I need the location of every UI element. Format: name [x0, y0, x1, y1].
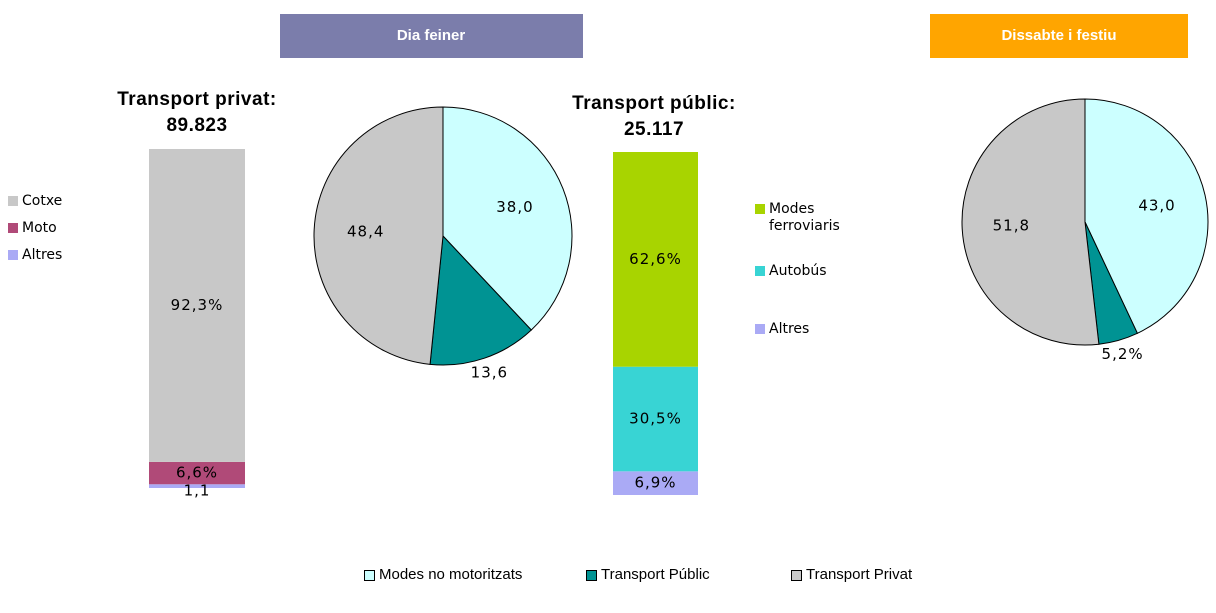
data-label: 43,0: [1138, 196, 1175, 214]
chart-title: Transport privat:: [117, 89, 276, 110]
legend-label: Modes ferroviaris: [769, 201, 840, 234]
bar-segment: [149, 149, 245, 462]
legend-item: Altres: [8, 247, 128, 264]
legend-swatch: [8, 196, 18, 206]
legend-label: Altres: [22, 247, 63, 263]
header: Dia feiner: [397, 27, 466, 44]
data-label: 5,2%: [1102, 345, 1144, 363]
legend-item: Altres: [755, 321, 875, 338]
legend-label: Autobús: [769, 263, 827, 279]
pie-slice: [313, 106, 444, 365]
header: Dissabte i festiu: [1001, 27, 1116, 44]
legend-label: Transport Privat: [806, 566, 913, 583]
data-label: 13,6: [471, 363, 508, 381]
legend-swatch: [364, 570, 375, 581]
pie-slice: [961, 98, 1100, 346]
data-label: 48,4: [347, 223, 384, 241]
data-label: 92,3%: [171, 296, 224, 314]
legend-item: Transport Privat: [791, 566, 991, 583]
legend-item: Transport Públic: [586, 566, 786, 583]
legend-item: Moto: [8, 220, 128, 237]
legend-item: Modes ferroviaris: [755, 201, 875, 235]
legend-label: Altres: [769, 321, 810, 337]
bar-segment: [613, 366, 698, 472]
legend-swatch: [586, 570, 597, 581]
data-label: 6,9%: [634, 474, 676, 492]
header-box: [930, 14, 1188, 58]
bar-segment: [149, 461, 245, 485]
pie-slice: [429, 234, 533, 366]
bar-segment: [613, 471, 698, 495]
data-label: 1,1: [184, 482, 211, 500]
bar-segment: [149, 484, 245, 488]
legend-item: Cotxe: [8, 193, 128, 210]
legend-swatch: [755, 204, 765, 214]
data-label: 38,0: [496, 198, 533, 216]
legend-label: Modes no motoritzats: [379, 566, 523, 583]
legend-item: Modes no motoritzats: [364, 566, 564, 583]
chart-subtitle: 89.823: [166, 115, 227, 136]
legend-swatch: [755, 324, 765, 334]
legend-swatch: [791, 570, 802, 581]
data-label: 62,6%: [629, 250, 682, 268]
pie-slice: [442, 106, 573, 331]
legend-label: Transport Públic: [601, 566, 710, 583]
legend-label: Cotxe: [22, 193, 63, 209]
data-label: 30,5%: [629, 410, 682, 428]
legend-label: Moto: [22, 220, 57, 236]
legend-swatch: [8, 250, 18, 260]
legend-swatch: [8, 223, 18, 233]
legend-item: Autobús: [755, 263, 875, 280]
legend-swatch: [755, 266, 765, 276]
data-label: 51,8: [993, 217, 1030, 235]
chart-title: Transport públic:: [572, 93, 736, 114]
pie-slice: [1084, 98, 1209, 334]
data-label: 6,6%: [176, 464, 218, 482]
chart-subtitle: 25.117: [624, 119, 684, 140]
header-box: [280, 14, 583, 58]
bar-segment: [613, 152, 698, 367]
